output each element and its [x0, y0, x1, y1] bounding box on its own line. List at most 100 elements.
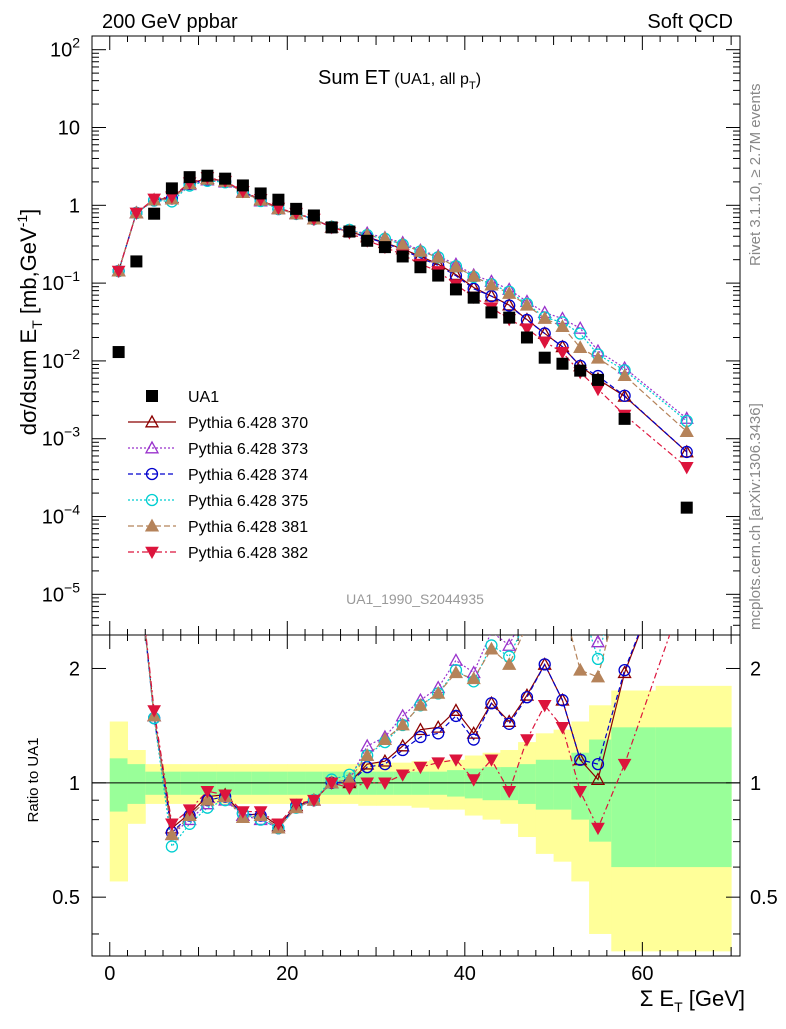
series-point-ratio [502, 714, 517, 727]
series-point-main [519, 297, 535, 311]
y-tick-label-exp: −1 [64, 268, 80, 284]
ratio-markers [147, 635, 632, 853]
series-point-ratio [360, 777, 375, 790]
series-line-main [118, 178, 688, 453]
series-point-ratio [431, 719, 446, 733]
series-point-main [448, 259, 464, 273]
data-point [680, 501, 693, 514]
series-point-ratio [591, 652, 605, 666]
data-point [165, 182, 178, 195]
uncertainty-bands [109, 685, 732, 952]
series-point-ratio [448, 653, 464, 666]
series-line-main [118, 177, 688, 453]
legend-marker [144, 414, 160, 428]
y-tick-label-ratio-left: 0.5 [52, 887, 80, 909]
legend-marker [145, 467, 159, 481]
data-point [618, 412, 631, 425]
series-point-ratio [431, 686, 446, 699]
series-point-ratio [271, 818, 286, 831]
series-point-ratio [147, 705, 161, 718]
series-point-ratio [307, 794, 321, 808]
y-tick-label-base: 10 [58, 118, 80, 140]
data-point [467, 291, 480, 304]
y-label-main-text: dσ/dsum E [16, 329, 41, 436]
series-point-ratio [431, 757, 446, 770]
y-tick-label-ratio-left: 1 [69, 773, 80, 795]
series-point-ratio [182, 804, 197, 817]
y-tick-label-base: 10 [42, 429, 64, 451]
series-point-ratio [378, 777, 392, 790]
x-axis-label: Σ ET [GeV] [640, 986, 745, 1015]
series-point-ratio [591, 822, 605, 836]
series-line-ratio [144, 635, 605, 848]
y-tick-label-main: 102 [50, 35, 80, 62]
series-point-ratio [520, 691, 534, 704]
data-point [396, 250, 409, 263]
data-point [343, 225, 356, 238]
series-point-ratio [395, 769, 410, 782]
y-axis-label-main: dσ/dsum ET [mb,GeV-1] [14, 209, 45, 436]
data-point [325, 221, 338, 234]
series-point-main [484, 277, 499, 291]
series-point-ratio [466, 774, 481, 787]
y-tick-label-base: 10 [42, 351, 64, 373]
series-point-ratio [503, 717, 516, 730]
series-point-ratio [484, 695, 499, 709]
data-point [414, 261, 427, 274]
series-point-main [413, 244, 428, 257]
y-label-main-close: ] [16, 209, 41, 215]
data-point [183, 171, 196, 184]
data-point [148, 207, 161, 220]
series-point-main [680, 445, 693, 459]
legend-label: Pythia 6.428 370 [188, 415, 308, 432]
x-tick-label: 0 [104, 963, 115, 985]
series-point-main [555, 347, 570, 360]
series-point-main [147, 193, 161, 206]
series-point-ratio [413, 761, 428, 775]
series-point-main [679, 424, 694, 438]
series-point-ratio [537, 657, 552, 670]
series-point-main [573, 340, 588, 354]
legend-label: Pythia 6.428 381 [188, 519, 308, 536]
series-point-ratio [617, 758, 632, 772]
band-inner-bin [589, 739, 612, 842]
data-point [361, 234, 374, 247]
series-point-ratio [538, 658, 551, 671]
y-tick-label-main: 10−4 [42, 502, 80, 529]
series-point-ratio [466, 725, 481, 739]
y-axis-label-ratio: Ratio to UA1 [25, 737, 42, 822]
y-tick-label-exp: −2 [64, 346, 80, 362]
y-tick-label-ratio-right: 0.5 [750, 887, 778, 909]
series-point-ratio [200, 785, 215, 799]
header-left: 200 GeV ppbar [102, 11, 238, 33]
series-point-main [466, 268, 481, 282]
y-tick-label-base: 10 [42, 584, 64, 606]
x-tick-label: 20 [276, 963, 298, 985]
legend-marker [145, 546, 159, 560]
series-point-ratio [236, 806, 250, 819]
x-label-text: Σ E [640, 986, 674, 1011]
series-point-main [503, 299, 516, 312]
y-tick-label-main: 10−1 [42, 268, 80, 295]
data-point [485, 306, 498, 319]
series-point-ratio [574, 753, 587, 766]
series-point-ratio [448, 703, 464, 716]
series-point-ratio [555, 692, 570, 706]
data-point [236, 179, 249, 192]
series-line-main [118, 176, 688, 468]
series-point-main [574, 327, 587, 340]
y-tick-label-main: 10−5 [42, 579, 80, 606]
series-point-ratio [520, 734, 534, 747]
series-point-main [617, 368, 632, 382]
rivet-label: Rivet 3.1.10, ≥ 2.7M events [747, 84, 764, 267]
series-point-main [502, 286, 517, 299]
series-markers [111, 169, 694, 514]
series-point-main [520, 323, 534, 336]
data-point [307, 209, 320, 222]
data-point [591, 373, 604, 386]
legend-marker [144, 440, 160, 454]
ratio-frame [91, 634, 741, 957]
series-point-ratio [413, 697, 428, 711]
band-inner-bin [127, 764, 146, 804]
